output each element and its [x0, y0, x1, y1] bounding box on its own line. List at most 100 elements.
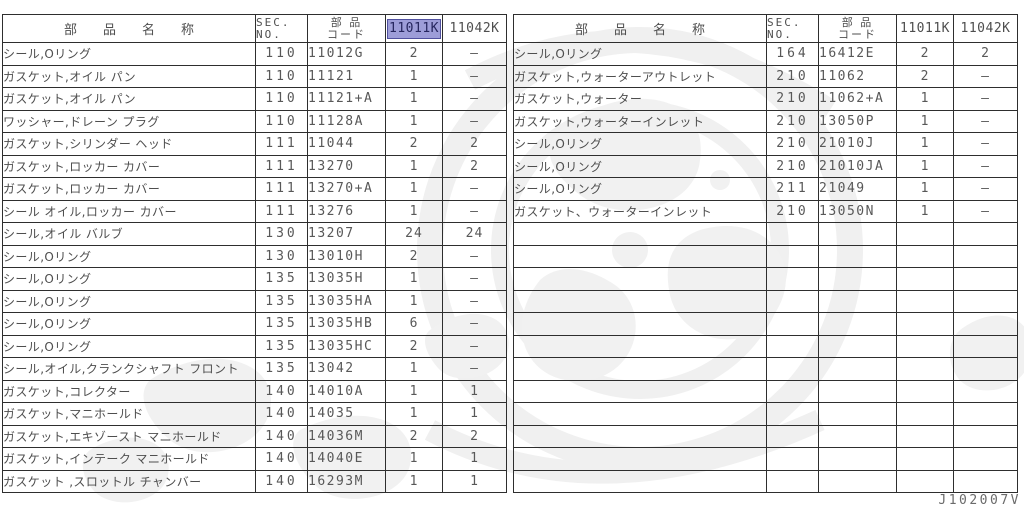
table-row: シール,Oリング 110 11012G 2– — [2, 42, 507, 66]
qty-cell-11042K — [953, 447, 1018, 471]
part-name-cell — [513, 424, 767, 448]
qty-cell-11042K: 1 — [442, 469, 507, 493]
part-code-cell: 13270+A — [307, 177, 386, 201]
qty-cell-11042K — [953, 267, 1018, 291]
part-name-cell — [513, 447, 767, 471]
qty-cell-11011K — [896, 244, 954, 268]
part-code-cell: 11062+A — [818, 87, 897, 111]
qty-cell-11042K — [953, 469, 1018, 493]
qty-cell-11042K — [953, 402, 1018, 426]
qty-cell-11042K — [953, 222, 1018, 246]
part-code-cell: 14036M — [307, 424, 386, 448]
empty-table-row — [513, 379, 1018, 403]
part-code-cell: 13035HA — [307, 289, 386, 313]
qty-cell-11011K: 2 — [385, 424, 443, 448]
part-name-cell: ガスケット,オイル パン — [2, 64, 256, 88]
part-name-cell: ガスケット,ロッカー カバー — [2, 177, 256, 201]
sec-no-cell: 140 — [255, 424, 308, 448]
qty-cell-11011K: 1 — [385, 357, 443, 381]
part-code-cell — [818, 469, 897, 493]
table-row: ガスケット,オイル パン 110 11121 1– — [2, 64, 507, 88]
qty-cell-11011K: 1 — [385, 267, 443, 291]
sec-no-cell: 110 — [255, 109, 308, 133]
qty-cell-11011K: 1 — [896, 109, 954, 133]
part-code-cell: 13207 — [307, 222, 386, 246]
qty-cell-11042K — [953, 312, 1018, 336]
parts-table-left: 部品名称 SEC. NO. 部 品コード 11011K 11042K シール,Oリング 110… — [2, 14, 507, 493]
part-code-cell: 13270 — [307, 154, 386, 178]
table-row: シール,オイル,クランクシャフト フロント 135 13042 1– — [2, 357, 507, 381]
qty-cell-11011K — [896, 222, 954, 246]
empty-table-row — [513, 312, 1018, 336]
col-header-11011K: 11011K — [896, 14, 954, 43]
table-row: シール,Oリング 211 21049 1– — [513, 177, 1018, 201]
qty-cell-11011K: 1 — [385, 64, 443, 88]
part-name-cell — [513, 469, 767, 493]
sec-no-cell — [766, 357, 819, 381]
qty-cell-11011K — [896, 312, 954, 336]
sec-no-cell — [766, 447, 819, 471]
qty-cell-11042K: – — [442, 244, 507, 268]
part-name-cell: シール,Oリング — [513, 132, 767, 156]
empty-table-row — [513, 289, 1018, 313]
part-code-cell: 14040E — [307, 447, 386, 471]
table-row: ガスケット,インテーク マニホールド 140 14040E 1 1 — [2, 447, 507, 471]
qty-cell-11011K: 1 — [385, 177, 443, 201]
part-code-cell — [818, 312, 897, 336]
empty-table-row — [513, 447, 1018, 471]
qty-cell-11011K: 1 — [896, 87, 954, 111]
part-name-cell: ガスケット,コレクター — [2, 379, 256, 403]
part-code-cell — [818, 379, 897, 403]
table-row: ガスケット ,スロットル チャンバー 140 16293M 1 1 — [2, 469, 507, 493]
part-name-cell: ガスケット,オイル パン — [2, 87, 256, 111]
col-header-11011K: 11011K — [385, 14, 443, 43]
qty-cell-11011K: 1 — [385, 87, 443, 111]
qty-cell-11042K: – — [442, 357, 507, 381]
part-name-cell — [513, 379, 767, 403]
sec-no-cell: 110 — [255, 42, 308, 66]
table-row: ガスケット,ロッカー カバー 111 13270 1 2 — [2, 154, 507, 178]
col-header-sec-no: SEC. NO. — [766, 14, 819, 43]
qty-cell-11011K: 1 — [385, 447, 443, 471]
part-code-cell: 11121 — [307, 64, 386, 88]
sec-no-cell — [766, 379, 819, 403]
part-name-cell — [513, 267, 767, 291]
empty-table-row — [513, 334, 1018, 358]
part-name-cell: シール,Oリング — [2, 244, 256, 268]
part-name-cell: シール オイル,ロッカー カバー — [2, 199, 256, 223]
col-header-part-name: 部品名称 — [513, 14, 767, 43]
part-code-cell: 13276 — [307, 199, 386, 223]
sec-no-cell — [766, 334, 819, 358]
qty-cell-11042K: – — [442, 334, 507, 358]
sec-no-cell — [766, 267, 819, 291]
qty-cell-11042K: – — [442, 87, 507, 111]
table-row: シール,Oリング 164 16412E 2 2 — [513, 42, 1018, 66]
qty-cell-11042K: 2 — [442, 154, 507, 178]
table-row: ガスケット,マニホールド 140 14035 1 1 — [2, 402, 507, 426]
part-name-cell: ガスケット,シリンダー ヘッド — [2, 132, 256, 156]
qty-cell-11011K: 1 — [385, 402, 443, 426]
qty-cell-11042K: 2 — [442, 132, 507, 156]
highlighted-column-code: 11011K — [387, 19, 441, 39]
table-row: シール,Oリング 135 13035H 1– — [2, 267, 507, 291]
part-name-cell: ガスケット,ウォーターインレット — [513, 109, 767, 133]
sec-no-cell: 130 — [255, 244, 308, 268]
qty-cell-11011K: 1 — [385, 289, 443, 313]
part-code-cell — [818, 289, 897, 313]
part-name-cell: ワッシャー,ドレーン プラグ — [2, 109, 256, 133]
part-name-cell: ガスケット、ウォーターインレット — [513, 199, 767, 223]
table-row: ガスケット,ウォーターアウトレット 210 11062 2– — [513, 64, 1018, 88]
sec-no-cell — [766, 222, 819, 246]
part-code-cell — [818, 357, 897, 381]
part-code-cell — [818, 334, 897, 358]
table-row: ガスケット,ロッカー カバー 111 13270+A 1– — [2, 177, 507, 201]
qty-cell-11011K: 1 — [385, 379, 443, 403]
part-code-cell: 16293M — [307, 469, 386, 493]
empty-table-row — [513, 424, 1018, 448]
table-row: シール,Oリング 135 13035HB 6– — [2, 312, 507, 336]
empty-table-row — [513, 469, 1018, 493]
qty-cell-11042K — [953, 357, 1018, 381]
qty-cell-11011K — [896, 267, 954, 291]
header-row: 部品名称 SEC. NO. 部 品コード 11011K 11042K — [2, 14, 507, 43]
qty-cell-11042K: – — [442, 42, 507, 66]
